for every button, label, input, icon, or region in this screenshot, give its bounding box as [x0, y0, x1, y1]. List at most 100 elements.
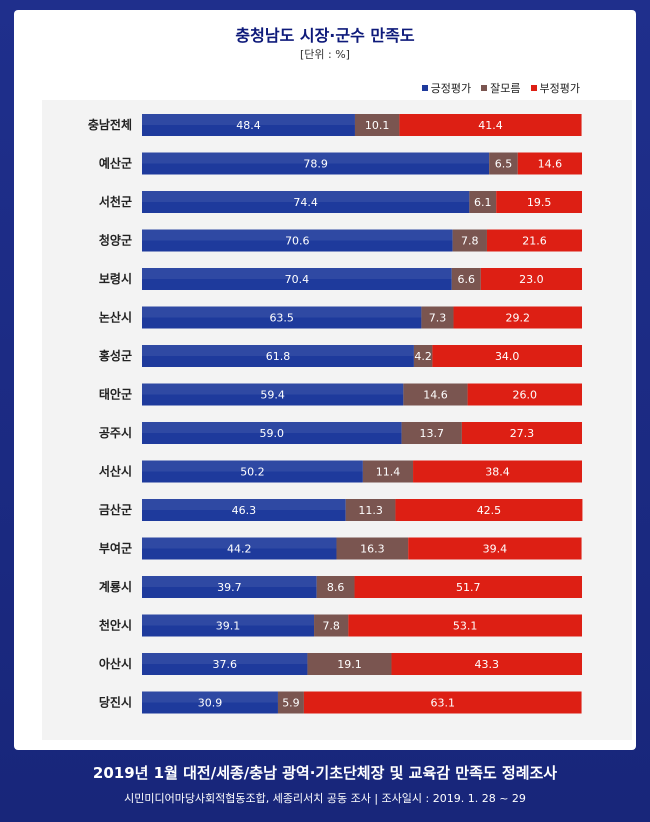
- category-label-6: 홍성군: [99, 348, 132, 363]
- bar-highlight-11: [142, 537, 337, 549]
- legend-label-negative: 부정평가: [539, 82, 580, 95]
- value-label-positive-7: 59.4: [260, 389, 285, 402]
- bar-unknown-0: [354, 114, 400, 136]
- bar-negative-6: [432, 345, 582, 367]
- value-label-negative-4: 23.0: [519, 273, 544, 286]
- bar-unknown-3: [452, 229, 487, 252]
- bar-highlight-0: [142, 114, 355, 125]
- bar-unknown-6: [413, 345, 433, 367]
- bar-highlight-10: [142, 499, 346, 510]
- value-label-unknown-13: 7.8: [322, 620, 340, 633]
- value-label-positive-12: 39.7: [217, 581, 242, 594]
- value-label-positive-13: 39.1: [216, 620, 241, 633]
- value-label-negative-6: 34.0: [495, 350, 520, 363]
- value-label-positive-15: 30.9: [198, 697, 223, 710]
- bar-negative-3: [486, 229, 582, 252]
- value-label-positive-3: 70.6: [285, 235, 310, 248]
- value-label-negative-2: 19.5: [527, 196, 552, 209]
- value-label-unknown-9: 11.4: [376, 466, 401, 479]
- legend-item-negative: 부정평가: [530, 80, 580, 96]
- bar-highlight-2: [142, 191, 470, 202]
- bar-positive-9: [142, 460, 363, 483]
- value-label-negative-11: 39.4: [483, 543, 508, 556]
- category-label-15: 당진시: [99, 695, 132, 710]
- bar-unknown-4: [451, 268, 481, 290]
- legend-label-unknown: 잘모름: [490, 82, 521, 95]
- stacked-bar-chart: 충남전체 48.4 10.1 41.4 예산군 78.9 6.5 14.6 서천군 74.4 6.1…: [88, 114, 583, 714]
- value-label-negative-5: 29.2: [506, 312, 531, 325]
- value-label-unknown-12: 8.6: [327, 581, 345, 594]
- unit-label: [단위 : %]: [300, 48, 350, 61]
- category-label-12: 계룡시: [99, 579, 132, 594]
- bar-positive-14: [142, 653, 308, 675]
- value-label-unknown-1: 6.5: [495, 158, 512, 171]
- value-label-unknown-5: 7.3: [429, 312, 447, 325]
- bar-highlight-5: [142, 306, 422, 318]
- value-label-unknown-2: 6.1: [474, 196, 492, 209]
- value-label-unknown-7: 14.6: [423, 389, 448, 402]
- bar-negative-15: [303, 691, 582, 714]
- footer-subtitle: 시민미디어마당사회적협동조합, 세종리서치 공동 조사 | 조사일시 : 201…: [124, 792, 526, 805]
- value-label-negative-12: 51.7: [456, 581, 481, 594]
- value-label-unknown-10: 11.3: [358, 504, 383, 517]
- bar-highlight-13: [142, 614, 315, 626]
- value-label-negative-1: 14.6: [538, 158, 563, 171]
- value-label-positive-0: 48.4: [236, 119, 260, 132]
- bar-unknown-1: [489, 152, 518, 175]
- bar-unknown-9: [362, 460, 414, 483]
- bar-positive-0: [142, 114, 355, 136]
- bar-negative-11: [408, 537, 582, 560]
- bar-unknown-15: [277, 691, 304, 714]
- value-label-positive-9: 50.2: [240, 466, 265, 479]
- bar-unknown-11: [336, 537, 409, 560]
- value-label-negative-0: 41.4: [478, 119, 503, 132]
- bar-positive-1: [142, 152, 490, 175]
- bar-positive-12: [142, 576, 317, 598]
- bar-highlight-14: [142, 653, 308, 664]
- legend-item-unknown: 잘모름: [481, 80, 521, 96]
- bar-unknown-2: [469, 191, 497, 213]
- chart-plot-area: 충남전체 48.4 10.1 41.4 예산군 78.9 6.5 14.6 서천군 74.4 6.1…: [42, 100, 632, 740]
- value-label-negative-15: 63.1: [430, 697, 455, 710]
- bar-unknown-12: [316, 576, 355, 598]
- value-label-positive-8: 59.0: [260, 427, 285, 440]
- bar-highlight-9: [142, 460, 363, 472]
- bar-positive-8: [142, 422, 402, 444]
- bar-positive-5: [142, 306, 422, 329]
- value-label-positive-11: 44.2: [227, 543, 252, 556]
- value-label-unknown-6: 4.2: [414, 350, 432, 363]
- bar-unknown-8: [401, 422, 462, 444]
- bar-highlight-8: [142, 422, 402, 433]
- category-label-5: 논산시: [99, 310, 132, 325]
- value-label-negative-3: 21.6: [522, 235, 547, 248]
- legend-item-positive: 긍정평가: [421, 80, 471, 96]
- chart-panel: 충청남도 시장·군수 만족도 [단위 : %] 긍정평가 잘모름 부정평가 충남…: [14, 10, 636, 750]
- value-label-unknown-0: 10.1: [365, 119, 390, 132]
- bar-negative-8: [461, 422, 582, 444]
- bar-negative-4: [480, 268, 582, 290]
- category-label-13: 천안시: [99, 618, 132, 633]
- bar-highlight-7: [142, 383, 404, 395]
- value-label-negative-14: 43.3: [474, 658, 499, 671]
- value-label-unknown-14: 19.1: [337, 658, 362, 671]
- category-label-7: 태안군: [99, 387, 132, 402]
- value-label-positive-10: 46.3: [232, 504, 256, 517]
- bar-positive-11: [142, 537, 337, 560]
- value-label-unknown-4: 6.6: [458, 273, 476, 286]
- category-label-10: 금산군: [99, 502, 132, 517]
- bar-negative-7: [467, 383, 582, 406]
- bar-negative-10: [395, 499, 583, 521]
- bar-negative-2: [496, 191, 582, 213]
- bar-unknown-10: [345, 499, 396, 521]
- value-label-positive-6: 61.8: [266, 350, 291, 363]
- bar-highlight-3: [142, 229, 453, 241]
- category-label-14: 아산시: [99, 656, 132, 671]
- bar-negative-5: [453, 306, 582, 329]
- bar-negative-13: [348, 614, 582, 637]
- bar-negative-12: [354, 576, 582, 598]
- bar-highlight-1: [142, 152, 490, 164]
- value-label-unknown-11: 16.3: [360, 543, 385, 556]
- bar-highlight-12: [142, 576, 317, 587]
- bar-positive-4: [142, 268, 452, 290]
